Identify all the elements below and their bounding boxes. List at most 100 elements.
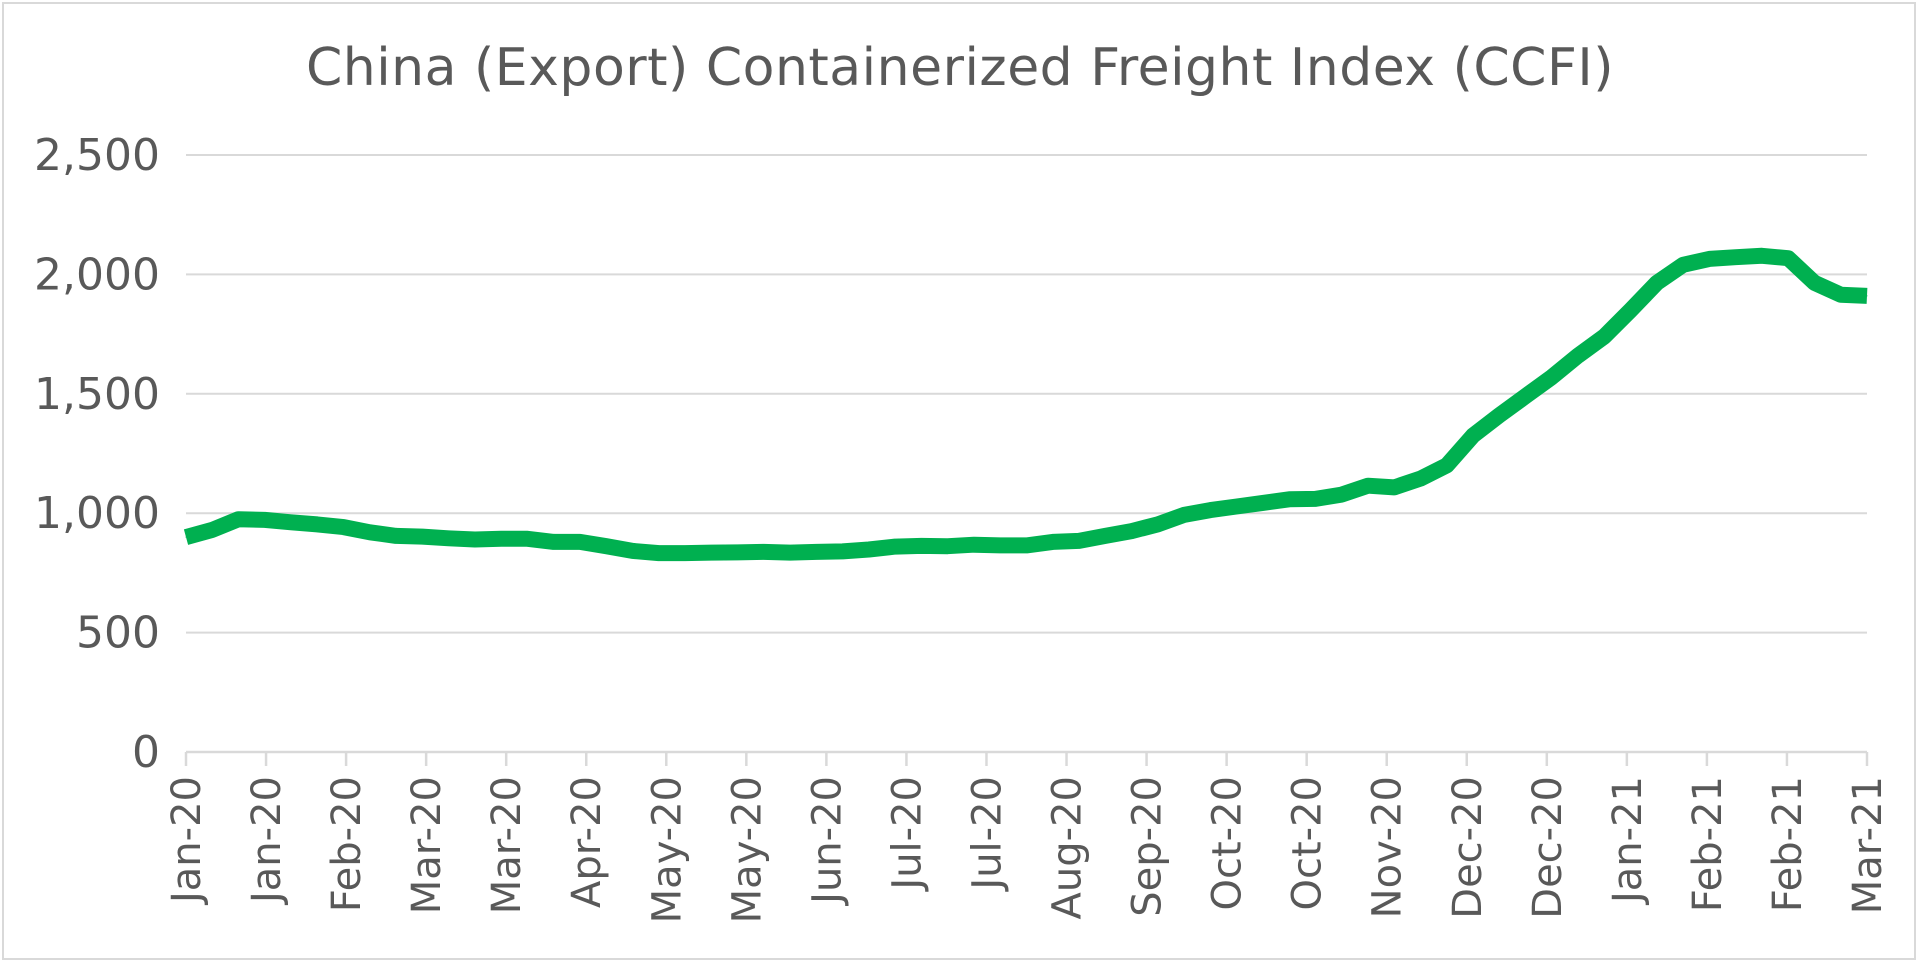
data-point bbox=[1708, 258, 1710, 260]
x-tick-label: Mar-20 bbox=[484, 776, 530, 914]
data-point bbox=[1761, 255, 1763, 257]
data-point bbox=[1026, 544, 1027, 546]
data-point bbox=[1052, 541, 1054, 543]
data-point bbox=[815, 551, 817, 553]
x-tick-label: Mar-21 bbox=[1845, 776, 1891, 914]
data-point bbox=[763, 551, 765, 553]
data-point bbox=[1787, 257, 1789, 259]
data-point bbox=[1288, 498, 1290, 500]
data-point bbox=[1577, 355, 1579, 357]
data-point bbox=[1813, 282, 1815, 284]
x-tick-label: Jun-20 bbox=[804, 776, 850, 907]
x-tick-label: Apr-20 bbox=[564, 776, 610, 908]
x-tick-label: Oct-20 bbox=[1285, 776, 1331, 911]
x-tick-label: Feb-21 bbox=[1685, 776, 1731, 912]
data-point bbox=[1656, 282, 1658, 284]
x-tick-label: Sep-20 bbox=[1125, 776, 1171, 917]
y-tick-label: 0 bbox=[132, 727, 160, 778]
data-point bbox=[1682, 264, 1684, 266]
x-tick-label: Jul-20 bbox=[964, 776, 1010, 893]
data-point bbox=[1341, 494, 1343, 496]
series-line-layer bbox=[183, 247, 1868, 562]
data-point bbox=[290, 521, 292, 523]
data-point bbox=[1393, 486, 1395, 488]
x-tick-label: Oct-20 bbox=[1205, 776, 1251, 911]
data-point bbox=[1446, 464, 1448, 466]
data-point bbox=[1866, 295, 1868, 297]
x-tick-label: Jan-20 bbox=[244, 776, 290, 906]
data-point bbox=[684, 552, 686, 554]
x-tick-label: Aug-20 bbox=[1045, 776, 1091, 919]
data-point bbox=[1236, 506, 1238, 508]
data-point bbox=[1735, 256, 1737, 258]
y-tick-label: 500 bbox=[76, 608, 160, 659]
data-point bbox=[999, 544, 1001, 546]
x-tick-label: Feb-20 bbox=[324, 776, 370, 912]
x-tick-label: Jul-20 bbox=[884, 776, 930, 893]
x-tick-label: May-20 bbox=[644, 776, 690, 923]
data-point bbox=[710, 552, 712, 554]
data-point bbox=[605, 545, 607, 547]
data-point bbox=[632, 550, 634, 552]
data-point bbox=[500, 538, 502, 540]
data-point bbox=[1131, 530, 1133, 532]
data-point bbox=[1525, 395, 1527, 397]
y-tick-label: 2,000 bbox=[34, 249, 160, 300]
data-point bbox=[1314, 498, 1316, 500]
data-point bbox=[1157, 523, 1159, 525]
y-axis-tick-labels: 0 500 1,000 1,500 2,000 2,500 bbox=[34, 130, 160, 778]
data-point bbox=[920, 545, 922, 547]
data-point bbox=[211, 529, 213, 531]
data-point bbox=[1551, 376, 1553, 378]
data-point bbox=[737, 551, 739, 553]
data-point bbox=[553, 541, 555, 543]
data-point bbox=[947, 545, 949, 547]
x-tick-label: Dec-20 bbox=[1525, 776, 1571, 919]
x-tick-label: Jan-20 bbox=[164, 776, 210, 906]
x-tick-label: May-20 bbox=[724, 776, 770, 923]
data-point bbox=[789, 552, 791, 554]
data-point bbox=[1209, 509, 1211, 511]
data-point bbox=[1078, 540, 1080, 542]
data-point bbox=[395, 535, 397, 537]
data-point bbox=[526, 538, 528, 540]
data-point bbox=[421, 536, 423, 538]
data-point bbox=[658, 552, 660, 554]
data-point bbox=[1419, 478, 1421, 480]
data-point bbox=[868, 548, 870, 550]
y-tick-label: 1,500 bbox=[34, 369, 160, 420]
data-point bbox=[264, 519, 266, 521]
data-point bbox=[973, 544, 975, 546]
x-axis-tick-labels: Jan-20 Jan-20 Feb-20 Mar-20 Mar-20 Apr-20 May-… bbox=[164, 776, 1891, 923]
data-point bbox=[343, 526, 345, 528]
data-point bbox=[238, 518, 240, 520]
gridlines bbox=[186, 154, 1867, 634]
data-point bbox=[474, 538, 476, 540]
y-tick-label: 1,000 bbox=[34, 488, 160, 539]
data-point bbox=[185, 536, 187, 538]
data-point bbox=[448, 537, 450, 539]
series-line bbox=[183, 247, 1868, 562]
data-point bbox=[1603, 335, 1605, 337]
data-point bbox=[1367, 485, 1369, 487]
x-tick-label: Feb-21 bbox=[1765, 776, 1811, 912]
data-point bbox=[1630, 309, 1632, 311]
chart-title: China (Export) Containerized Freight Ind… bbox=[305, 38, 1615, 98]
data-point bbox=[1262, 502, 1264, 504]
data-point bbox=[369, 531, 371, 533]
data-point bbox=[1840, 294, 1842, 296]
x-tick-label: Nov-20 bbox=[1365, 776, 1411, 918]
y-tick-label: 2,500 bbox=[34, 130, 160, 181]
x-axis bbox=[184, 750, 1869, 766]
data-point bbox=[1104, 535, 1106, 537]
data-point bbox=[316, 523, 318, 525]
x-tick-label: Dec-20 bbox=[1445, 776, 1491, 919]
data-point bbox=[894, 546, 896, 548]
data-point bbox=[1498, 414, 1500, 416]
data-point bbox=[579, 541, 581, 543]
data-point bbox=[1183, 514, 1185, 516]
x-tick-label: Jan-21 bbox=[1605, 776, 1651, 906]
x-tick-label: Mar-20 bbox=[404, 776, 450, 914]
